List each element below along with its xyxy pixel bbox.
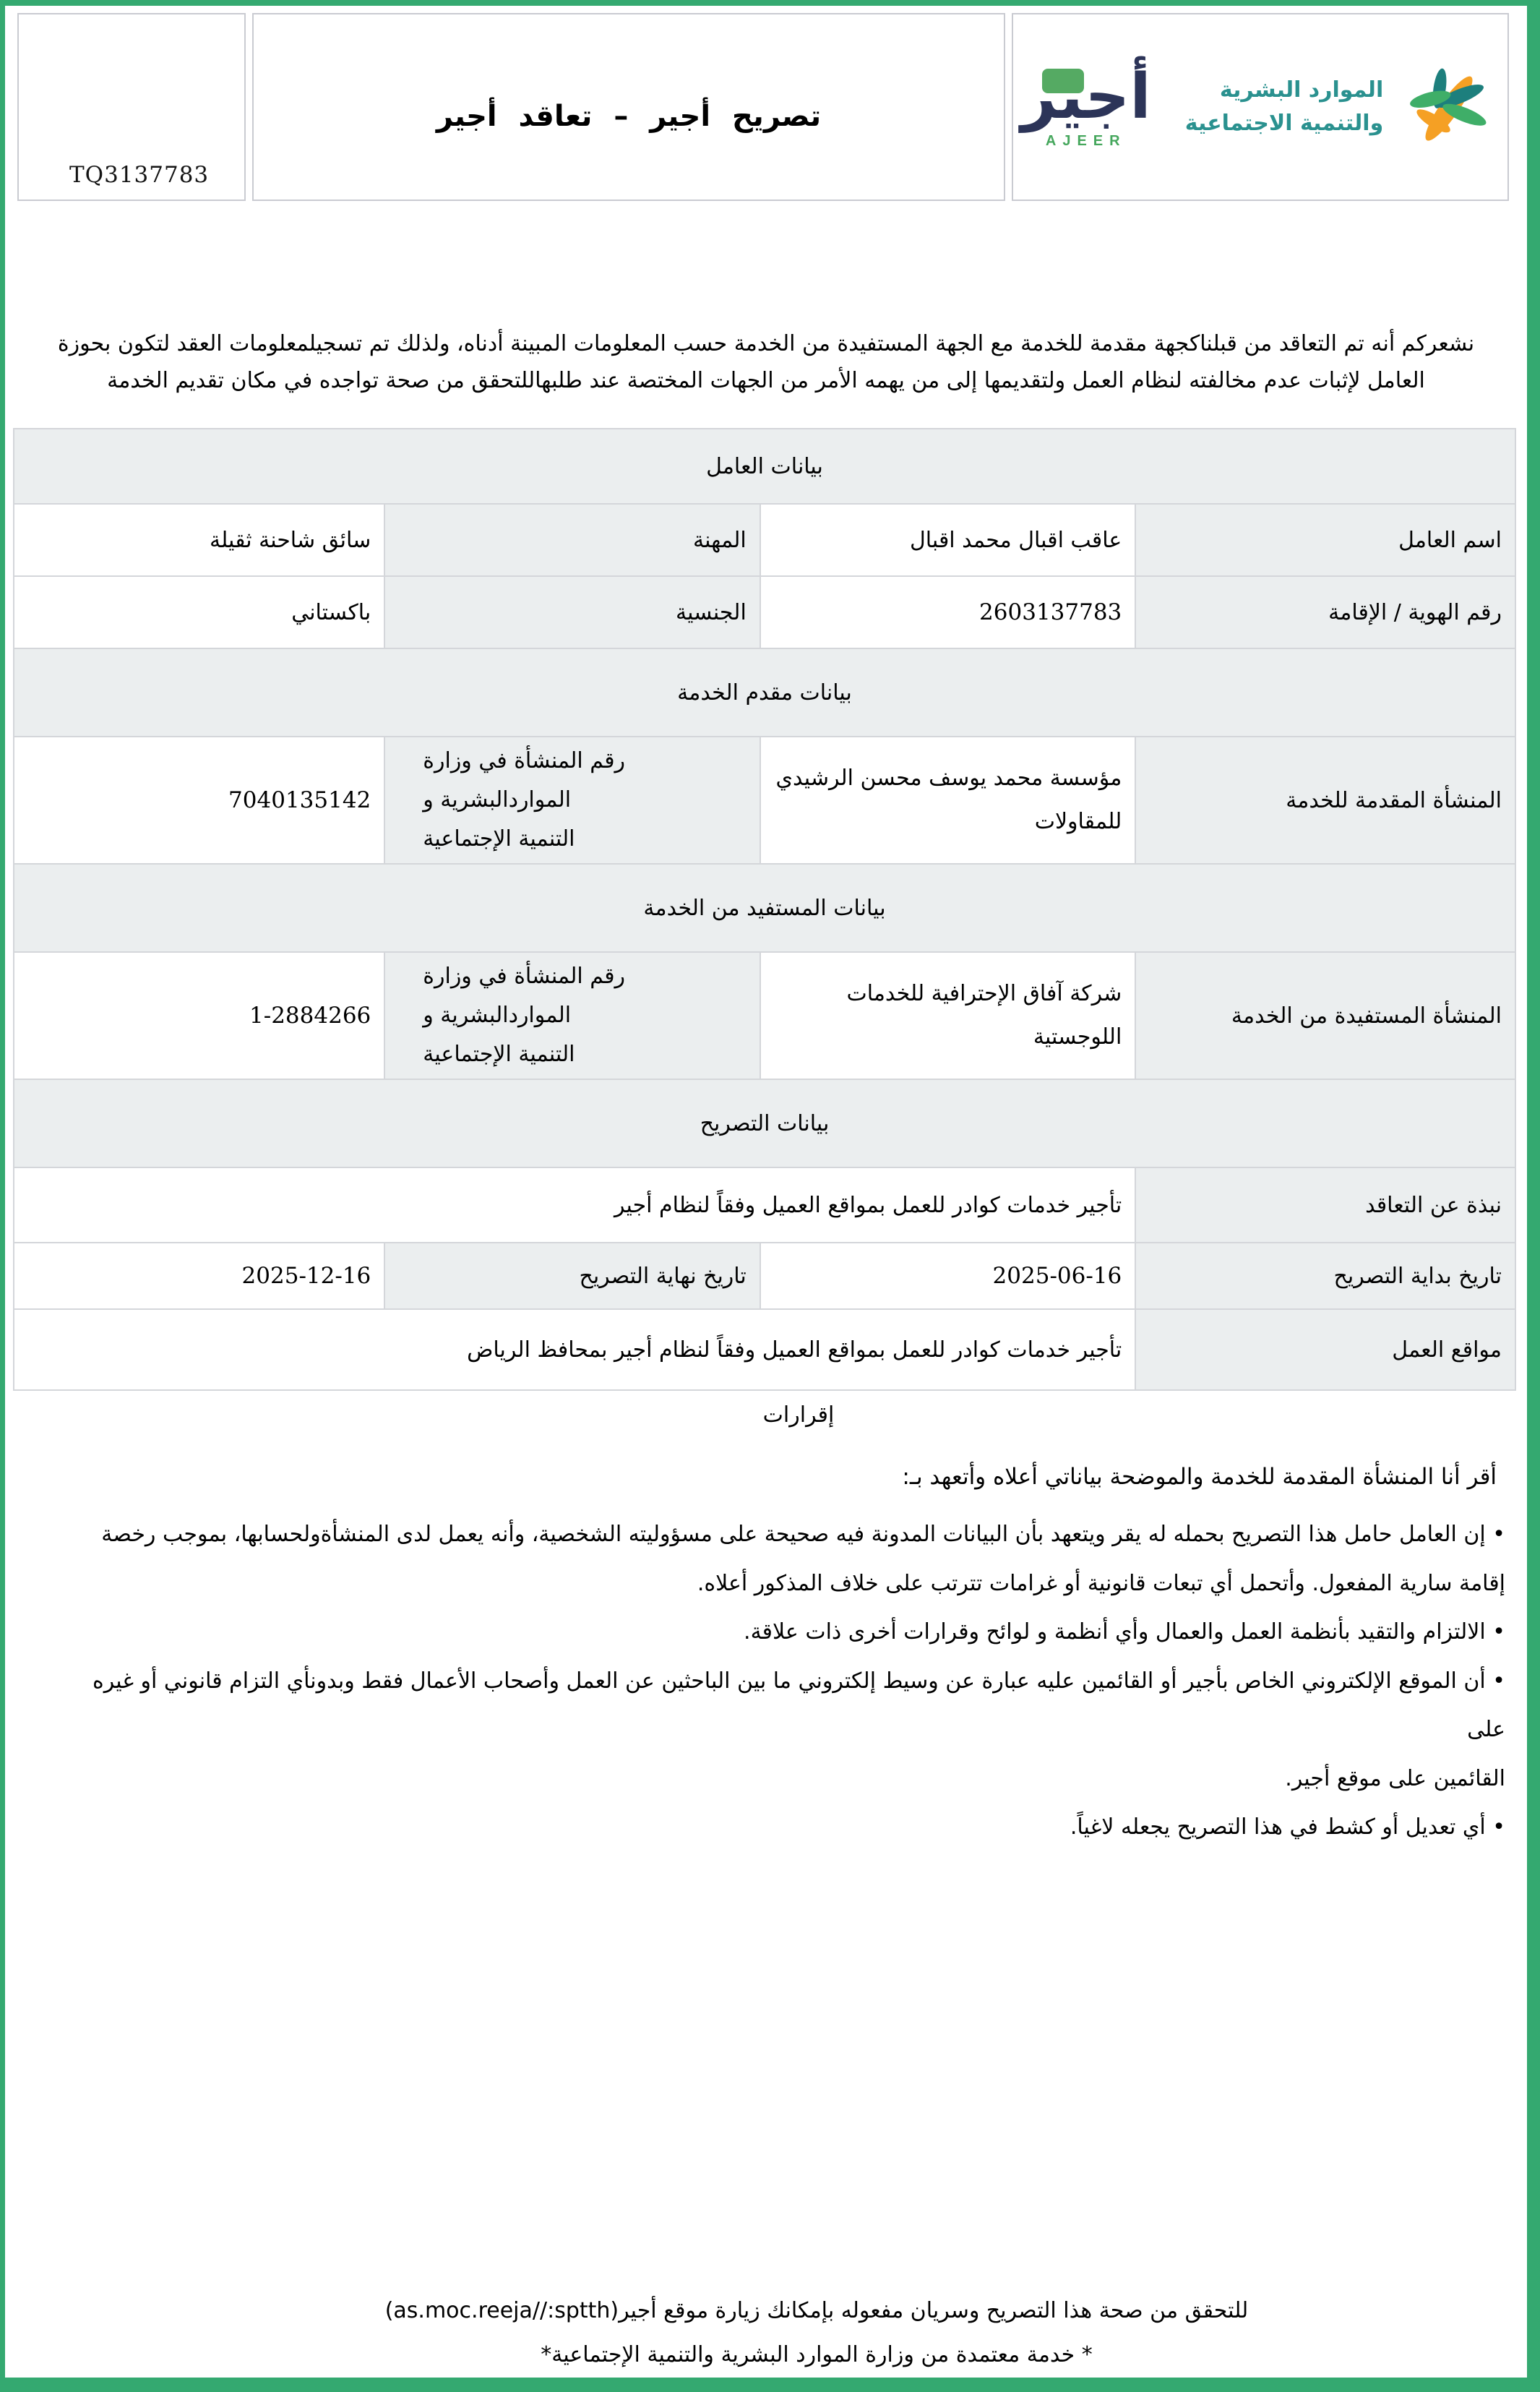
section-row-worker: بيانات العامل — [13, 428, 1516, 505]
section-header-worker: بيانات العامل — [13, 428, 1516, 505]
nationality-label: الجنسية — [384, 575, 761, 649]
declaration-text: الالتزام والتقيد بأنظمة العمل والعمال وأ… — [744, 1619, 1486, 1645]
declaration-text: أي تعديل أو كشط في هذا التصريح يجعله لاغ… — [1070, 1814, 1486, 1840]
table-row: رقم الهوية / الإقامة 2603137783 الجنسية … — [12, 575, 1516, 649]
beneficiary-mol-number-label: رقم المنشأة في وزارة المواردالبشرية و ال… — [384, 951, 761, 1080]
declaration-text: أن الموقع الإلكتروني الخاص بأجير أو القا… — [93, 1668, 1505, 1791]
section-row-permit: بيانات التصريح — [13, 1079, 1516, 1168]
intro-paragraph: نشعركم أنه تم التعاقد من قبلناكجهة مقدمة… — [57, 331, 1475, 393]
contract-brief-label: نبذة عن التعاقد — [1135, 1167, 1516, 1243]
section-header-provider: بيانات مقدم الخدمة — [13, 648, 1516, 737]
contract-brief-value: تأجير خدمات كوادر للعمل بمواقع العميل وف… — [12, 1167, 1137, 1243]
table-row: تاريخ بداية التصريح 2025-06-16 تاريخ نها… — [12, 1242, 1516, 1310]
id-number-label: رقم الهوية / الإقامة — [1135, 575, 1516, 649]
pledge-intro: أقر أنا المنشأة المقدمة للخدمة والموضحة … — [902, 1464, 1497, 1490]
nationality-value: باكستاني — [12, 575, 386, 649]
logos-box: أجير AJEER الموارد البشرية والتنمية الاج… — [1012, 13, 1509, 201]
ministry-emblem-icon — [1410, 68, 1487, 141]
declarations-title: إقرارات — [762, 1402, 835, 1428]
start-date-value: 2025-06-16 — [759, 1242, 1137, 1310]
doc-number: TQ3137783 — [69, 162, 210, 188]
header: TQ3137783 تصريح أجير – تعاقد أجير أجير A… — [17, 13, 1509, 201]
table-row: المنشأة المقدمة للخدمة مؤسسة محمد يوسف م… — [12, 736, 1516, 865]
ministry-name: الموارد البشرية والتنمية الاجتماعية — [1185, 74, 1383, 141]
end-date-value: 2025-12-16 — [12, 1242, 386, 1310]
permit-table: بيانات العامل اسم العامل عاقب اقبال محمد… — [12, 428, 1516, 1391]
start-date-label: تاريخ بداية التصريح — [1135, 1242, 1516, 1310]
list-item: أن الموقع الإلكتروني الخاص بأجير أو القا… — [48, 1657, 1505, 1804]
beneficiary-mol-number-value: 1-2884266 — [12, 951, 386, 1080]
ajeer-logo: أجير AJEER — [1018, 64, 1155, 149]
table-row: المنشأة المستفيدة من الخدمة شركة آفاق ال… — [12, 951, 1516, 1080]
list-item: إن العامل حامل هذا التصريح بحمله له يقر … — [48, 1510, 1505, 1608]
title-box: تصريح أجير – تعاقد أجير — [252, 13, 1005, 201]
profession-value: سائق شاحنة ثقيلة — [12, 503, 386, 577]
verification-line: للتحقق من صحة هذا التصريح وسريان مفعوله … — [384, 2298, 1249, 2323]
profession-label: المهنة — [384, 503, 761, 577]
ajeer-wordmark: أجير — [1020, 61, 1151, 134]
table-row: نبذة عن التعاقد تأجير خدمات كوادر للعمل … — [12, 1167, 1516, 1243]
table-row: اسم العامل عاقب اقبال محمد اقبال المهنة … — [12, 503, 1516, 577]
section-row-beneficiary: بيانات المستفيد من الخدمة — [13, 863, 1516, 953]
section-row-provider: بيانات مقدم الخدمة — [13, 648, 1516, 737]
provider-mol-number-label: رقم المنشأة في وزارة المواردالبشرية و ال… — [384, 736, 761, 865]
work-locations-value: تأجير خدمات كوادر للعمل بمواقع العميل وف… — [12, 1308, 1137, 1391]
ajeer-logo-accent — [1041, 69, 1084, 94]
ministry-name-line2: والتنمية الاجتماعية — [1184, 111, 1384, 136]
id-number-value: 2603137783 — [759, 575, 1137, 649]
declarations-list: إن العامل حامل هذا التصريح بحمله له يقر … — [5, 1510, 1527, 1852]
worker-name-value: عاقب اقبال محمد اقبال — [759, 503, 1137, 577]
list-item: الالتزام والتقيد بأنظمة العمل والعمال وأ… — [48, 1608, 1505, 1657]
doc-number-box: TQ3137783 — [17, 13, 246, 201]
ministry-logo: الموارد البشرية والتنمية الاجتماعية — [1185, 53, 1503, 161]
beneficiary-name-value: شركة آفاق الإحترافية للخدمات اللوجستية — [759, 951, 1137, 1080]
provider-name-value: مؤسسة محمد يوسف محسن الرشيدي للمقاولات — [759, 736, 1137, 865]
section-header-beneficiary: بيانات المستفيد من الخدمة — [13, 863, 1516, 953]
accredited-service-line: * خدمة معتمدة من وزارة الموارد البشرية و… — [541, 2342, 1093, 2367]
provider-name-label: المنشأة المقدمة للخدمة — [1135, 736, 1516, 865]
provider-mol-number-value: 7040135142 — [12, 736, 386, 865]
ministry-name-line1: الموارد البشرية — [1219, 77, 1384, 103]
footer: للتحقق من صحة هذا التصريح وسريان مفعوله … — [5, 2298, 1527, 2367]
worker-name-label: اسم العامل — [1135, 503, 1516, 577]
list-item: أي تعديل أو كشط في هذا التصريح يجعله لاغ… — [48, 1803, 1505, 1852]
declaration-text: إن العامل حامل هذا التصريح بحمله له يقر … — [101, 1522, 1505, 1596]
section-header-permit: بيانات التصريح — [13, 1079, 1516, 1168]
page-title: تصريح أجير – تعاقد أجير — [436, 100, 822, 133]
table-row: مواقع العمل تأجير خدمات كوادر للعمل بموا… — [12, 1308, 1516, 1391]
work-locations-label: مواقع العمل — [1135, 1308, 1516, 1391]
ajeer-latin-label: AJEER — [1045, 132, 1127, 149]
beneficiary-name-label: المنشأة المستفيدة من الخدمة — [1135, 951, 1516, 1080]
end-date-label: تاريخ نهاية التصريح — [384, 1242, 761, 1310]
